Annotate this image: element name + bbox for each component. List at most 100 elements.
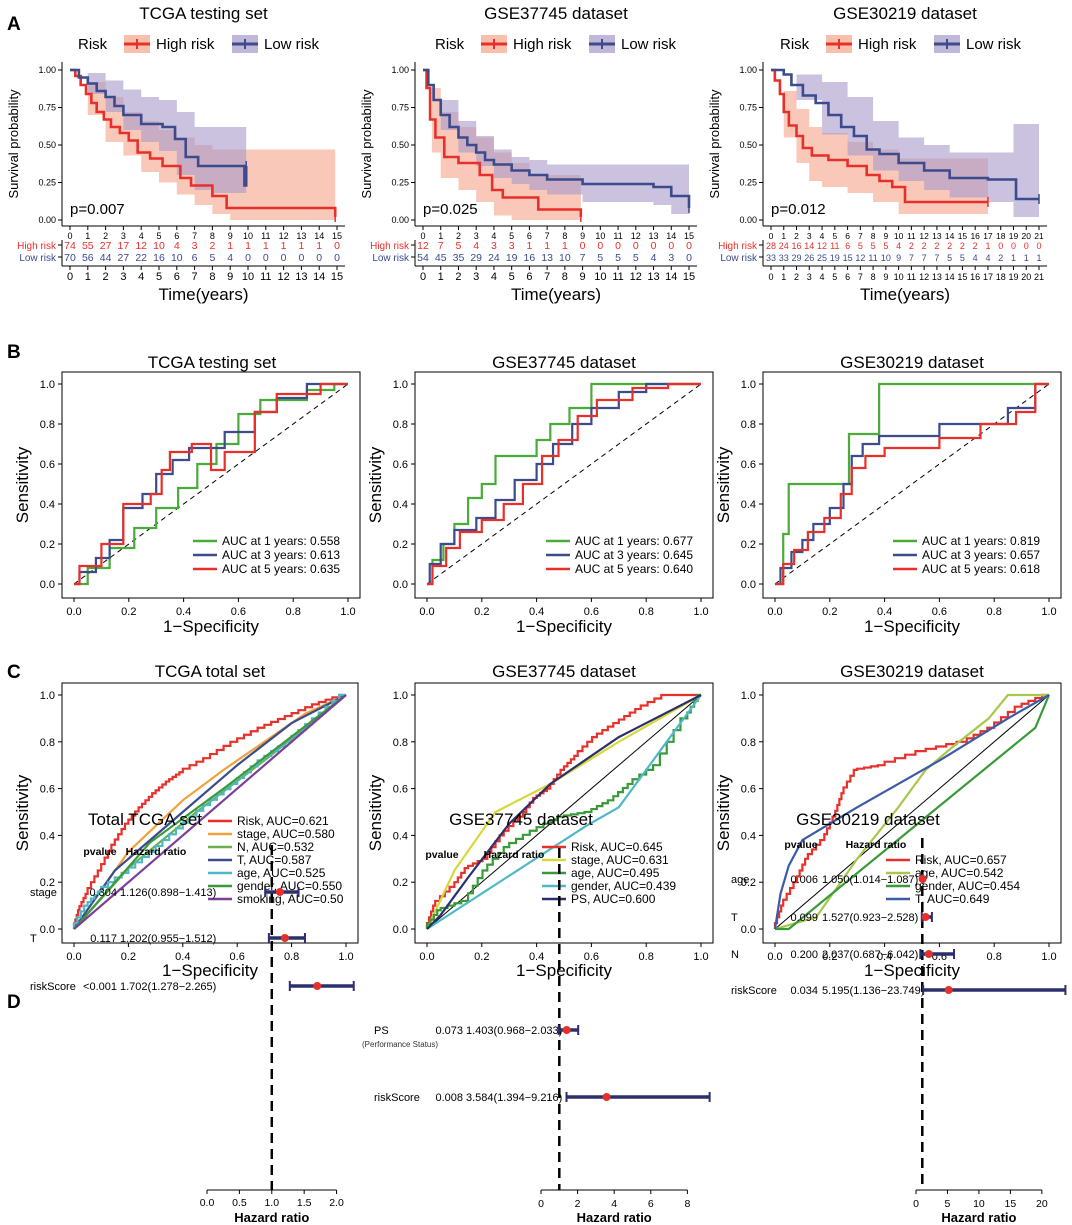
roc-curve — [73, 694, 347, 930]
x-tick-label: 12 — [631, 231, 641, 241]
risk-count: 6 — [192, 252, 198, 264]
risk-count: 7 — [438, 240, 444, 252]
roc-title: GSE37745 dataset — [492, 662, 636, 681]
x-tick-label: 9 — [228, 231, 233, 241]
x-axis-title: 1−Specificity — [163, 617, 259, 636]
legend-label: stage, AUC=0.631 — [571, 853, 669, 867]
x-tick-label: 6 — [527, 231, 532, 241]
risk-row-label: High risk — [718, 241, 758, 252]
roc-title: GSE30219 dataset — [840, 353, 984, 372]
risk-count: 1 — [985, 241, 990, 251]
risk-count: 7 — [580, 252, 586, 264]
x-tick-label: 14 — [945, 231, 955, 241]
row-hr-text: 5.195(1.136−23.749) — [822, 985, 924, 997]
roc-curve — [73, 694, 347, 930]
x-tick-label: 3 — [121, 231, 126, 241]
hr-point — [602, 1093, 611, 1101]
x-tick-label: 0.8 — [987, 606, 1002, 618]
x-tick-label: 0.2 — [822, 606, 837, 618]
risk-row-label: High risk — [370, 241, 410, 252]
roc-curve — [73, 694, 347, 930]
table-x-label: 8 — [209, 271, 215, 283]
y-tick-label: 0.8 — [40, 737, 55, 749]
risk-count: 11 — [830, 241, 839, 251]
table-x-label: 15 — [331, 271, 343, 283]
risk-count: 1 — [316, 240, 322, 252]
risk-count: 3 — [192, 240, 198, 252]
p-value: p=0.012 — [771, 201, 826, 218]
x-tick-label: 9 — [580, 231, 585, 241]
risk-count: 5 — [960, 253, 965, 263]
x-tick-label: 8 — [562, 231, 567, 241]
risk-count: 27 — [118, 252, 130, 264]
x-tick-label: 5 — [945, 1198, 951, 1210]
x-tick-label: 0.6 — [230, 951, 245, 963]
x-tick-label: 0.2 — [121, 951, 136, 963]
row-label: age — [731, 874, 749, 886]
table-x-label: 1 — [438, 271, 444, 283]
x-tick-label: 1.0 — [693, 951, 708, 963]
roc-curve — [775, 382, 1049, 586]
diagonal-reference — [774, 694, 1050, 930]
risk-count: 26 — [804, 253, 814, 263]
roc-curve — [773, 693, 1049, 929]
x-tick-label: 6 — [174, 231, 179, 241]
risk-count: 0 — [298, 252, 304, 264]
risk-count: 4 — [174, 240, 180, 252]
x-axis-title: Time(years) — [511, 285, 601, 304]
risk-count: 13 — [541, 252, 553, 264]
risk-count: 3 — [668, 252, 674, 264]
row-label: T — [30, 933, 37, 945]
table-x-label: 5 — [832, 272, 837, 282]
row-label: N — [731, 949, 739, 961]
risk-count: 0 — [597, 240, 603, 252]
risk-count: 10 — [153, 240, 165, 252]
x-tick-label: 0 — [913, 1198, 919, 1210]
y-tick-label: 0.50 — [391, 140, 409, 150]
plot-frame — [414, 371, 714, 599]
y-tick-label: 0.00 — [739, 215, 757, 225]
row-label: riskScore — [731, 985, 777, 997]
x-axis-title: Hazard ratio — [234, 1210, 309, 1225]
risk-count: 33 — [779, 253, 789, 263]
y-tick-label: 0.75 — [38, 103, 56, 113]
row-hr-text: 3.584(1.394−9.216) — [466, 1092, 562, 1104]
x-axis-title: Time(years) — [860, 285, 950, 304]
x-tick-label: 0 — [420, 231, 425, 241]
y-tick-label: 0.50 — [38, 140, 56, 150]
x-tick-label: 0.4 — [877, 951, 892, 963]
p-value: p=0.007 — [70, 201, 125, 218]
table-x-label: 3 — [120, 271, 126, 283]
roc-plot-2: GSE37745 dataset 0.0 0.2 0.4 0.6 0.8 1.0 0.0 0.2… — [366, 353, 714, 636]
x-tick-label: 4 — [491, 231, 496, 241]
risk-count: 4 — [227, 252, 233, 264]
legend-label: AUC at 1 years: 0.677 — [575, 534, 693, 548]
table-x-label: 2 — [103, 271, 109, 283]
y-tick-label: 1.00 — [391, 65, 409, 75]
x-tick-label: 1.0 — [1041, 951, 1056, 963]
table-x-label: 12 — [630, 271, 642, 283]
table-x-label: 10 — [894, 272, 904, 282]
x-tick-label: 0.0 — [419, 951, 434, 963]
roc-curve — [425, 693, 701, 929]
row-sublabel: (Performance Status) — [362, 1040, 438, 1049]
risk-count: 0 — [263, 252, 269, 264]
x-tick-label: 1 — [781, 231, 786, 241]
table-x-label: 19 — [1008, 272, 1018, 282]
table-x-label: 13 — [647, 271, 659, 283]
y-tick-label: 0.25 — [38, 178, 56, 188]
legend-label: High risk — [858, 36, 917, 53]
risk-count: 2 — [922, 241, 927, 251]
x-tick-label: 0.6 — [584, 951, 599, 963]
panel-label: C — [7, 662, 21, 683]
plot-frame — [762, 371, 1062, 599]
risk-count: 4 — [985, 253, 990, 263]
roc-title: TCGA total set — [155, 662, 266, 681]
risk-count: 0 — [334, 240, 340, 252]
x-tick-label: 0.4 — [529, 606, 544, 618]
x-tick-label: 15 — [684, 231, 694, 241]
risk-count: 7 — [909, 253, 914, 263]
legend-title: Risk — [435, 36, 465, 53]
